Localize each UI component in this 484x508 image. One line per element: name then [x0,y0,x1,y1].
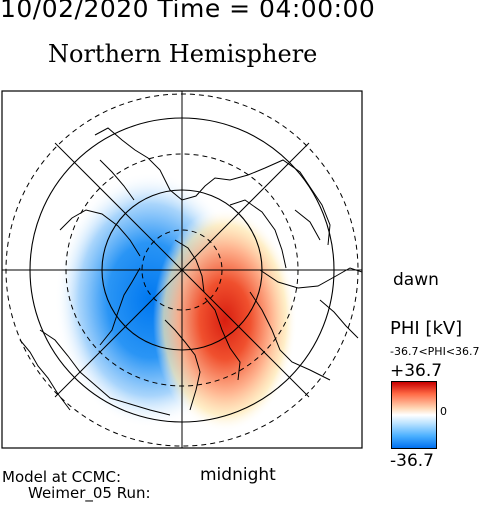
dawn-label: dawn [393,270,439,290]
meridian-lines [2,91,362,448]
colorbar-range: -36.7<PHI<36.7 [390,345,480,358]
coastlines [19,127,362,416]
colorbar-zero-label: 0 [440,405,447,418]
run-label: Weimer_05 Run: [28,484,151,502]
datetime-header: 10/02/2020 Time = 04:00:00 [0,0,376,23]
colorbar-max-label: +36.7 [390,361,443,381]
colorbar [391,381,437,449]
positive-potential-cell [153,208,297,432]
colorbar-min-label: -36.7 [390,451,434,471]
midnight-label: midnight [200,465,276,485]
hemisphere-title: Northern Hemisphere [48,40,318,68]
colorbar-title: PHI [kV] [390,318,463,339]
model-label: Model at CCMC: [2,468,122,486]
